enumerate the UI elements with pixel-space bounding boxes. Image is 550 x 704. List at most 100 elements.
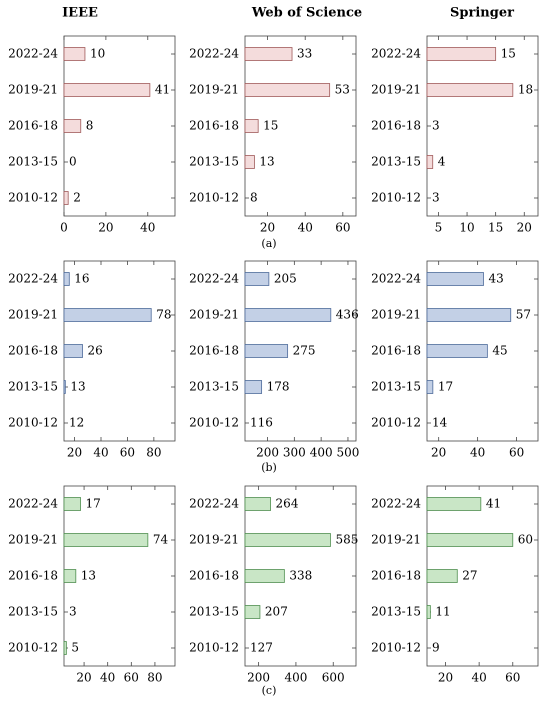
row-caption-c: (c) [262,684,277,697]
chart-b-1-category-label-2: 2016-18 [189,344,239,358]
chart-b-0-bar-3 [63,380,66,394]
chart-a-2-category-label-1: 2019-21 [371,83,421,97]
chart-b-1-xtick-label-0: 200 [256,446,279,460]
chart-c-2-xtick-label-0: 20 [438,671,453,685]
chart-b-1-value-label-3: 178 [267,380,290,394]
chart-b-2-category-label-2: 2016-18 [371,344,421,358]
chart-c-2-category-label-0: 2022-24 [371,497,421,511]
chart-a-1-value-label-0: 33 [297,47,312,61]
chart-a-2-xtick-label-2: 15 [488,221,503,235]
chart-a-1-category-label-3: 2013-15 [189,155,239,169]
chart-b-1-category-label-1: 2019-21 [189,308,239,322]
chart-a-0-value-label-2: 8 [86,119,94,133]
chart-c-2-value-label-0: 41 [486,497,501,511]
chart-a-1-bar-0 [244,47,293,61]
chart-a-0-bar-0 [63,47,86,61]
chart-a-2-category-label-2: 2016-18 [371,119,421,133]
chart-b-1-xtick-label-2: 400 [310,446,333,460]
chart-c-2-value-label-2: 27 [462,569,477,583]
row-caption-b: (b) [261,461,277,474]
chart-a-2-value-label-1: 18 [518,83,533,97]
chart-c-2-xtick-label-1: 40 [471,671,486,685]
chart-c-0-bar-4 [63,641,67,655]
chart-c-0-category-label-4: 2010-12 [8,641,58,655]
chart-c-1-bar-2 [244,569,285,583]
chart-c-1-bar-0 [244,497,271,511]
chart-c-0-value-label-1: 74 [153,533,169,547]
chart-b-0-value-label-2: 26 [88,344,103,358]
chart-b-2-value-label-3: 17 [438,380,453,394]
chart-b-1-category-label-0: 2022-24 [189,272,239,286]
chart-b-1-bar-1 [244,308,332,322]
chart-b-0-bar-2 [63,344,83,358]
chart-b-0-bar-0 [63,272,70,286]
chart-a-0-xtick-label-0: 0 [60,221,68,235]
chart-c-1-value-label-1: 585 [335,533,358,547]
chart-a-2-value-label-3: 4 [438,155,446,169]
chart-a-0-bar-1 [63,83,151,97]
chart-c-1-bar-3 [244,605,261,619]
chart-c-2-xtick-label-2: 60 [505,671,520,685]
chart-b-1-bar-3 [244,380,263,394]
chart-c-0-category-label-2: 2016-18 [8,569,58,583]
chart-a-2-value-label-2: 3 [432,119,440,133]
chart-c-0-xtick-label-0: 20 [76,671,91,685]
chart-b-0-category-label-1: 2019-21 [8,308,58,322]
chart-c-0-xtick-label-1: 40 [100,671,115,685]
chart-b-1-category-label-4: 2010-12 [189,416,239,430]
chart-b-2-value-label-1: 57 [516,308,531,322]
chart-a-0-category-label-3: 2013-15 [8,155,58,169]
chart-b-1-value-label-4: 116 [250,416,273,430]
chart-a-1-bar-1 [244,83,331,97]
chart-a-1-xtick-label-1: 40 [298,221,313,235]
chart-c-1-value-label-3: 207 [265,605,288,619]
chart-c-2-category-label-3: 2013-15 [371,605,421,619]
chart-b-1-category-label-3: 2013-15 [189,380,239,394]
chart-a-2-xtick-label-0: 5 [435,221,443,235]
chart-a-0-value-label-3: 0 [69,155,77,169]
chart-c-1-value-label-4: 127 [250,641,273,655]
chart-a-1-category-label-0: 2022-24 [189,47,239,61]
chart-b-1-value-label-0: 205 [274,272,297,286]
chart-a-2-category-label-4: 2010-12 [371,191,421,205]
chart-b-1-xtick-label-3: 500 [337,446,360,460]
chart-a-0-value-label-1: 41 [155,83,170,97]
chart-c-1-category-label-3: 2013-15 [189,605,239,619]
chart-c-0-category-label-1: 2019-21 [8,533,58,547]
chart-b-2-value-label-0: 43 [488,272,503,286]
column-title-1: Web of Science [251,6,362,21]
chart-b-2-bar-2 [426,344,488,358]
chart-b-2-category-label-1: 2019-21 [371,308,421,322]
chart-c-1-category-label-4: 2010-12 [189,641,239,655]
chart-c-2-bar-3 [426,605,431,619]
chart-a-1-bar-2 [244,119,259,133]
chart-c-2-bar-2 [426,569,458,583]
chart-b-0-value-label-4: 12 [69,416,84,430]
chart-b-2-bar-1 [426,308,512,322]
chart-b-0-xtick-label-1: 40 [93,446,108,460]
chart-a-2-value-label-4: 3 [432,191,440,205]
chart-b-0-category-label-2: 2016-18 [8,344,58,358]
chart-b-0-xtick-label-0: 20 [67,446,82,460]
chart-a-0-category-label-4: 2010-12 [8,191,58,205]
chart-a-0-bar-4 [63,191,69,205]
chart-c-2-category-label-4: 2010-12 [371,641,421,655]
chart-a-1-category-label-4: 2010-12 [189,191,239,205]
chart-a-2-xtick-label-3: 20 [517,221,532,235]
chart-c-0-xtick-label-3: 80 [147,671,162,685]
chart-c-0-xtick-label-2: 60 [124,671,139,685]
chart-a-2-xtick-label-1: 10 [459,221,474,235]
chart-a-0-value-label-0: 10 [90,47,105,61]
chart-b-2-category-label-0: 2022-24 [371,272,421,286]
chart-c-0-bar-2 [63,569,77,583]
chart-a-2-value-label-0: 15 [501,47,516,61]
column-title-2: Springer [450,6,514,21]
chart-c-0-value-label-3: 3 [69,605,77,619]
chart-c-2-value-label-1: 60 [518,533,533,547]
chart-a-0-xtick-label-1: 20 [98,221,113,235]
chart-c-2-category-label-1: 2019-21 [371,533,421,547]
chart-c-0-bar-0 [63,497,81,511]
chart-a-1-value-label-4: 8 [250,191,258,205]
chart-b-0-value-label-3: 13 [70,380,85,394]
chart-c-1-xtick-label-2: 600 [322,671,345,685]
